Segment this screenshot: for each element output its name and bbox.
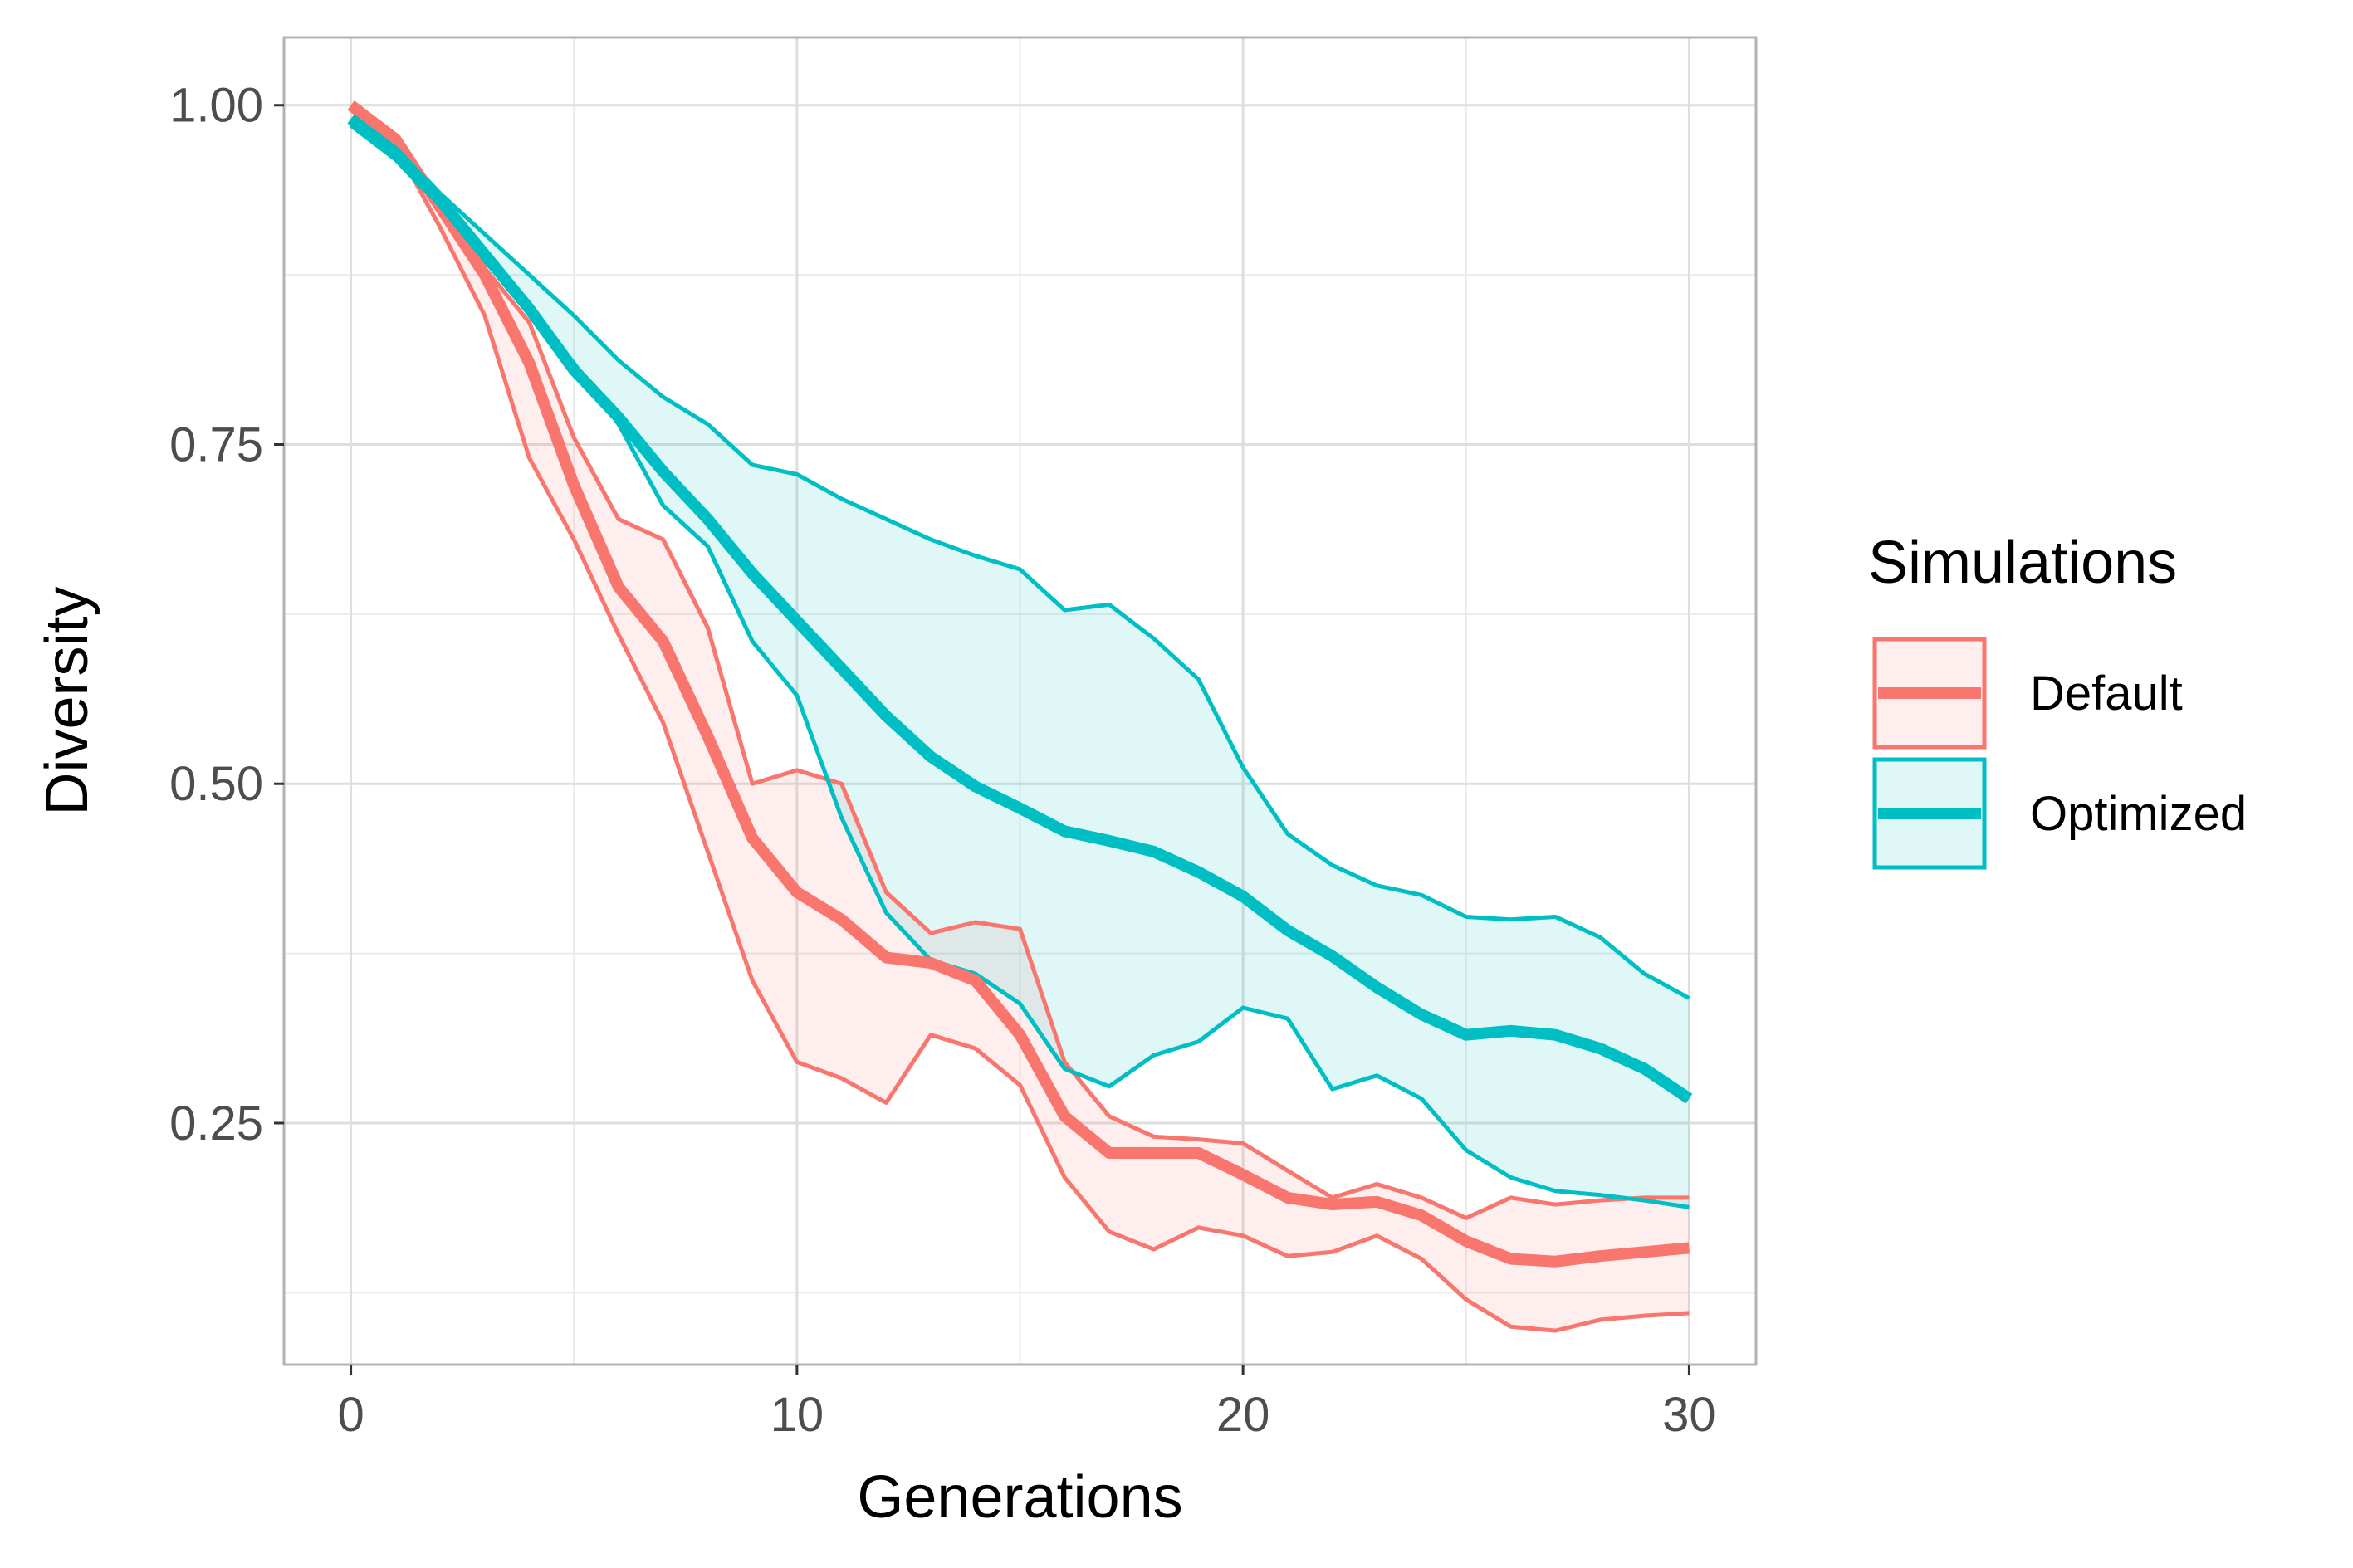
y-tick-label: 0.25 xyxy=(169,1097,263,1150)
x-axis-ticks: 0 10 20 30 xyxy=(337,1365,1716,1442)
legend-item-default: Default xyxy=(1872,637,2183,750)
legend-label-optimized: Optimized xyxy=(2030,787,2247,841)
y-tick-label: 1.00 xyxy=(169,79,263,133)
x-tick-label: 0 xyxy=(337,1388,364,1442)
default-upper-line xyxy=(350,103,1690,1220)
x-axis-title: Generations xyxy=(857,1464,1182,1531)
ribbons xyxy=(350,105,1690,1331)
series-lines xyxy=(347,100,1693,1333)
x-tick-label: 20 xyxy=(1216,1388,1270,1442)
default-mean-line xyxy=(347,100,1690,1268)
y-axis-ticks: 0.25 0.50 0.75 1.00 xyxy=(169,79,284,1150)
x-tick-label: 10 xyxy=(770,1388,824,1442)
y-tick-label: 0.50 xyxy=(169,757,263,811)
legend-label-default: Default xyxy=(2030,667,2183,720)
y-tick-label: 0.75 xyxy=(169,418,263,471)
y-axis-title: Diversity xyxy=(34,586,100,815)
optimized-upper-line xyxy=(350,116,1690,1000)
optimized-mean-line xyxy=(347,114,1693,1104)
optimized-ribbon xyxy=(350,119,1690,1208)
x-tick-label: 30 xyxy=(1662,1388,1716,1442)
legend-item-optimized: Optimized xyxy=(1872,757,2247,870)
default-ribbon xyxy=(350,105,1690,1331)
default-lower-line xyxy=(349,106,1690,1333)
legend-title: Simulations xyxy=(1868,530,2177,596)
legend: Simulations Default Optimized xyxy=(1868,530,2247,870)
panel-border xyxy=(282,36,1758,1366)
